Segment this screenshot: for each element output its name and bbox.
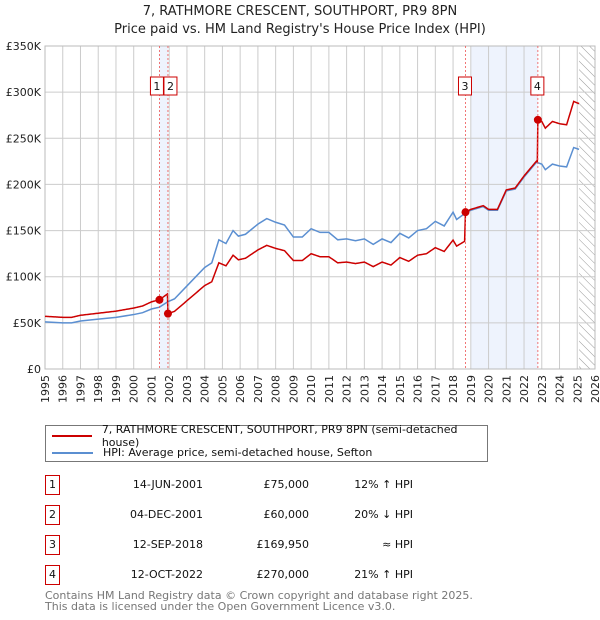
footer-line-1: Contains HM Land Registry data © Crown c… — [45, 589, 473, 602]
y-tick-label: £300K — [6, 86, 42, 99]
sale-label-box — [163, 76, 178, 96]
x-tick-label: 2003 — [181, 375, 194, 403]
legend: 7, RATHMORE CRESCENT, SOUTHPORT, PR9 8PN… — [45, 423, 488, 462]
sale-label-box — [457, 76, 472, 96]
legend-label: 7, RATHMORE CRESCENT, SOUTHPORT, PR9 8PN… — [101, 422, 458, 449]
sale-price: £169,950 — [256, 538, 310, 551]
sale-point — [461, 208, 470, 217]
sale-hpi-compare: 12% ↑ HPI — [354, 478, 413, 491]
footer-line-2: This data is licensed under the Open Gov… — [45, 600, 396, 613]
legend-item-hpi: HPI: Average price, semi-detached house,… — [52, 444, 372, 461]
x-tick-label: 2013 — [358, 375, 371, 403]
x-tick-label: 2026 — [589, 375, 600, 403]
sale-price: £60,000 — [263, 508, 310, 521]
sale-label-box — [149, 76, 164, 96]
sale-label: 3 — [461, 80, 468, 93]
x-tick-label: 2008 — [270, 375, 283, 403]
forecast-hatch — [579, 46, 595, 369]
x-tick-label: 1995 — [39, 375, 52, 403]
sale-number: 2 — [45, 505, 60, 525]
x-tick-label: 2020 — [483, 375, 496, 403]
x-tick-label: 2002 — [163, 375, 176, 403]
sale-number: 4 — [45, 565, 60, 585]
x-tick-label: 1998 — [92, 375, 105, 403]
x-tick-label: 1996 — [57, 375, 70, 403]
sale-price: £270,000 — [256, 568, 310, 581]
x-tick-label: 2015 — [394, 375, 407, 403]
sale-label: 2 — [167, 80, 174, 93]
sale-date: 12-OCT-2022 — [130, 568, 203, 581]
x-tick-label: 2010 — [305, 375, 318, 403]
property-line — [44, 100, 580, 319]
sale-point — [533, 115, 542, 124]
sale-date: 04-DEC-2001 — [129, 508, 203, 521]
sale-point — [155, 295, 164, 304]
y-tick-label: £0 — [27, 363, 41, 376]
legend-swatch-blue — [52, 451, 93, 454]
sale-hpi-compare: 20% ↓ HPI — [354, 508, 413, 521]
x-tick-label: 2021 — [500, 375, 513, 403]
chart-subtitle: Price paid vs. HM Land Registry's House … — [114, 22, 486, 37]
chart-title: 7, RATHMORE CRESCENT, SOUTHPORT, PR9 8PN — [142, 4, 458, 19]
sale-label: 1 — [153, 80, 160, 93]
x-tick-label: 2000 — [128, 375, 141, 403]
x-tick-label: 2011 — [323, 375, 336, 403]
sale-date: 12-SEP-2018 — [132, 538, 203, 551]
x-tick-label: 2017 — [429, 375, 442, 403]
x-tick-label: 2006 — [234, 375, 247, 403]
shaded-range — [159, 46, 168, 369]
x-tick-label: 1997 — [74, 375, 87, 403]
x-tick-label: 2019 — [465, 375, 478, 403]
y-tick-label: £200K — [6, 178, 42, 191]
x-tick-label: 2001 — [145, 375, 158, 403]
x-tick-label: 1999 — [110, 375, 123, 403]
sale-point — [163, 309, 172, 318]
sale-price: £75,000 — [263, 478, 310, 491]
sale-hpi-compare: 21% ↑ HPI — [354, 568, 413, 581]
legend-swatch-red — [52, 434, 92, 437]
x-tick-label: 2004 — [199, 375, 212, 403]
x-tick-label: 2005 — [216, 375, 229, 403]
sale-label: 4 — [534, 80, 541, 93]
legend-item-property: 7, RATHMORE CRESCENT, SOUTHPORT, PR9 8PN… — [52, 423, 487, 449]
x-tick-label: 2022 — [518, 375, 531, 403]
x-tick-label: 2009 — [287, 375, 300, 403]
x-tick-label: 2012 — [341, 375, 354, 403]
x-tick-label: 2024 — [554, 375, 567, 403]
sale-number: 3 — [45, 535, 60, 555]
x-tick-label: 2016 — [412, 375, 425, 403]
sale-hpi-compare: ≈ HPI — [382, 538, 413, 551]
y-tick-label: £150K — [6, 225, 42, 238]
plot-border — [44, 45, 596, 370]
x-tick-label: 2018 — [447, 375, 460, 403]
x-tick-label: 2025 — [571, 375, 584, 403]
x-tick-label: 2007 — [252, 375, 265, 403]
x-tick-label: 2014 — [376, 375, 389, 403]
sale-number: 1 — [45, 475, 60, 495]
hpi-line — [44, 146, 580, 324]
x-tick-label: 2023 — [536, 375, 549, 403]
y-tick-label: £100K — [6, 271, 42, 284]
sale-label-box — [530, 76, 545, 96]
y-tick-label: £50K — [13, 317, 42, 330]
legend-label: HPI: Average price, semi-detached house,… — [103, 446, 373, 459]
y-tick-label: £250K — [6, 132, 42, 145]
y-tick-label: £350K — [6, 40, 42, 53]
price-chart: 1995 1996 1997 1998 1999 2000 2001 2002 2003 2004… — [6, 40, 600, 403]
sale-date: 14-JUN-2001 — [132, 478, 203, 491]
